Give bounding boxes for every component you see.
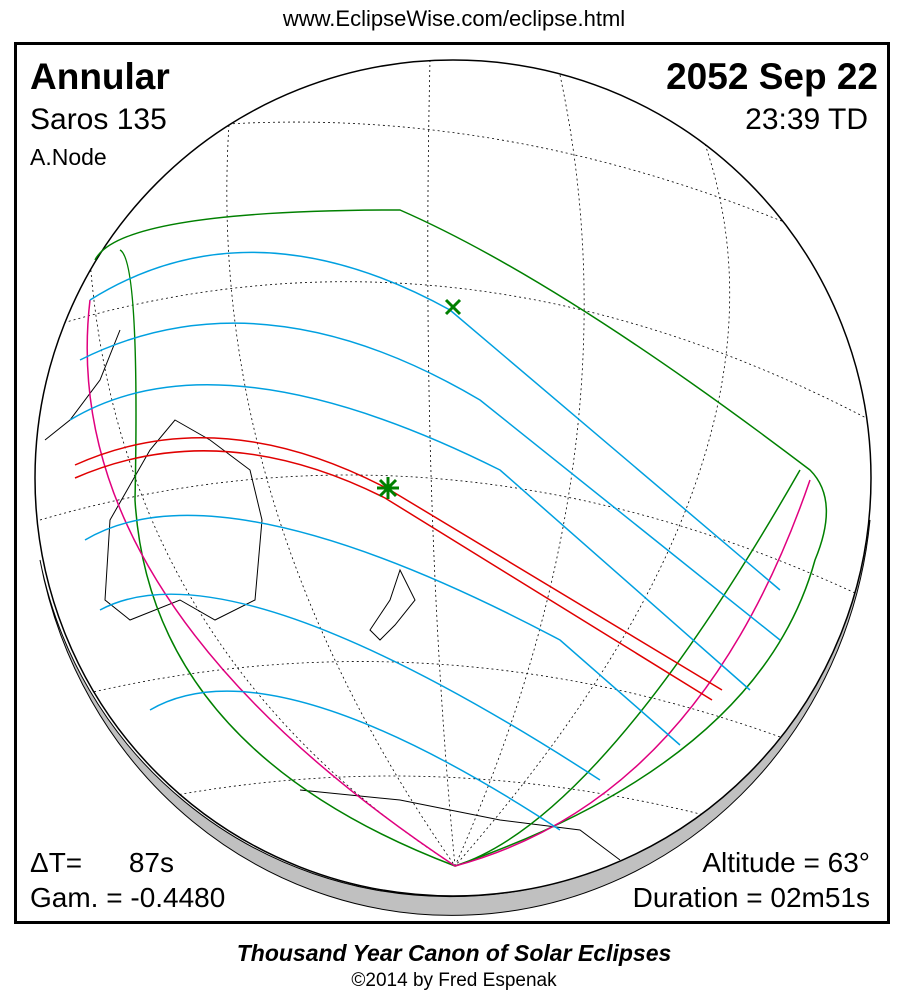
eclipse-date: 2052 Sep 22 (666, 56, 878, 97)
coastlines (44, 329, 621, 861)
duration: Duration = 02m51s (632, 882, 870, 913)
node: A.Node (30, 144, 107, 170)
canon-title: Thousand Year Canon of Solar Eclipses (236, 940, 672, 966)
altitude: Altitude = 63° (702, 847, 870, 878)
copyright: ©2014 by Fred Espenak (351, 970, 557, 991)
eclipse-paths (69, 209, 828, 867)
rise-set-curve (86, 299, 811, 867)
penumbral-lines (69, 251, 781, 831)
northern-limit (94, 209, 828, 867)
saros-number: Saros 135 (30, 103, 167, 136)
map-frame (14, 42, 890, 924)
greatest-duration-marker (444, 298, 462, 316)
delta-t: ΔT= 87s (30, 847, 174, 878)
source-url: www.EclipseWise.com/eclipse.html (282, 6, 626, 31)
globe-outline (34, 59, 872, 897)
greatest-eclipse-marker (377, 477, 399, 499)
gamma: Gam. = -0.4480 (30, 882, 226, 913)
central-path (74, 436, 723, 701)
eclipse-type: Annular (30, 56, 170, 97)
eclipse-time: 23:39 TD (745, 103, 868, 136)
southern-limit (119, 249, 801, 867)
